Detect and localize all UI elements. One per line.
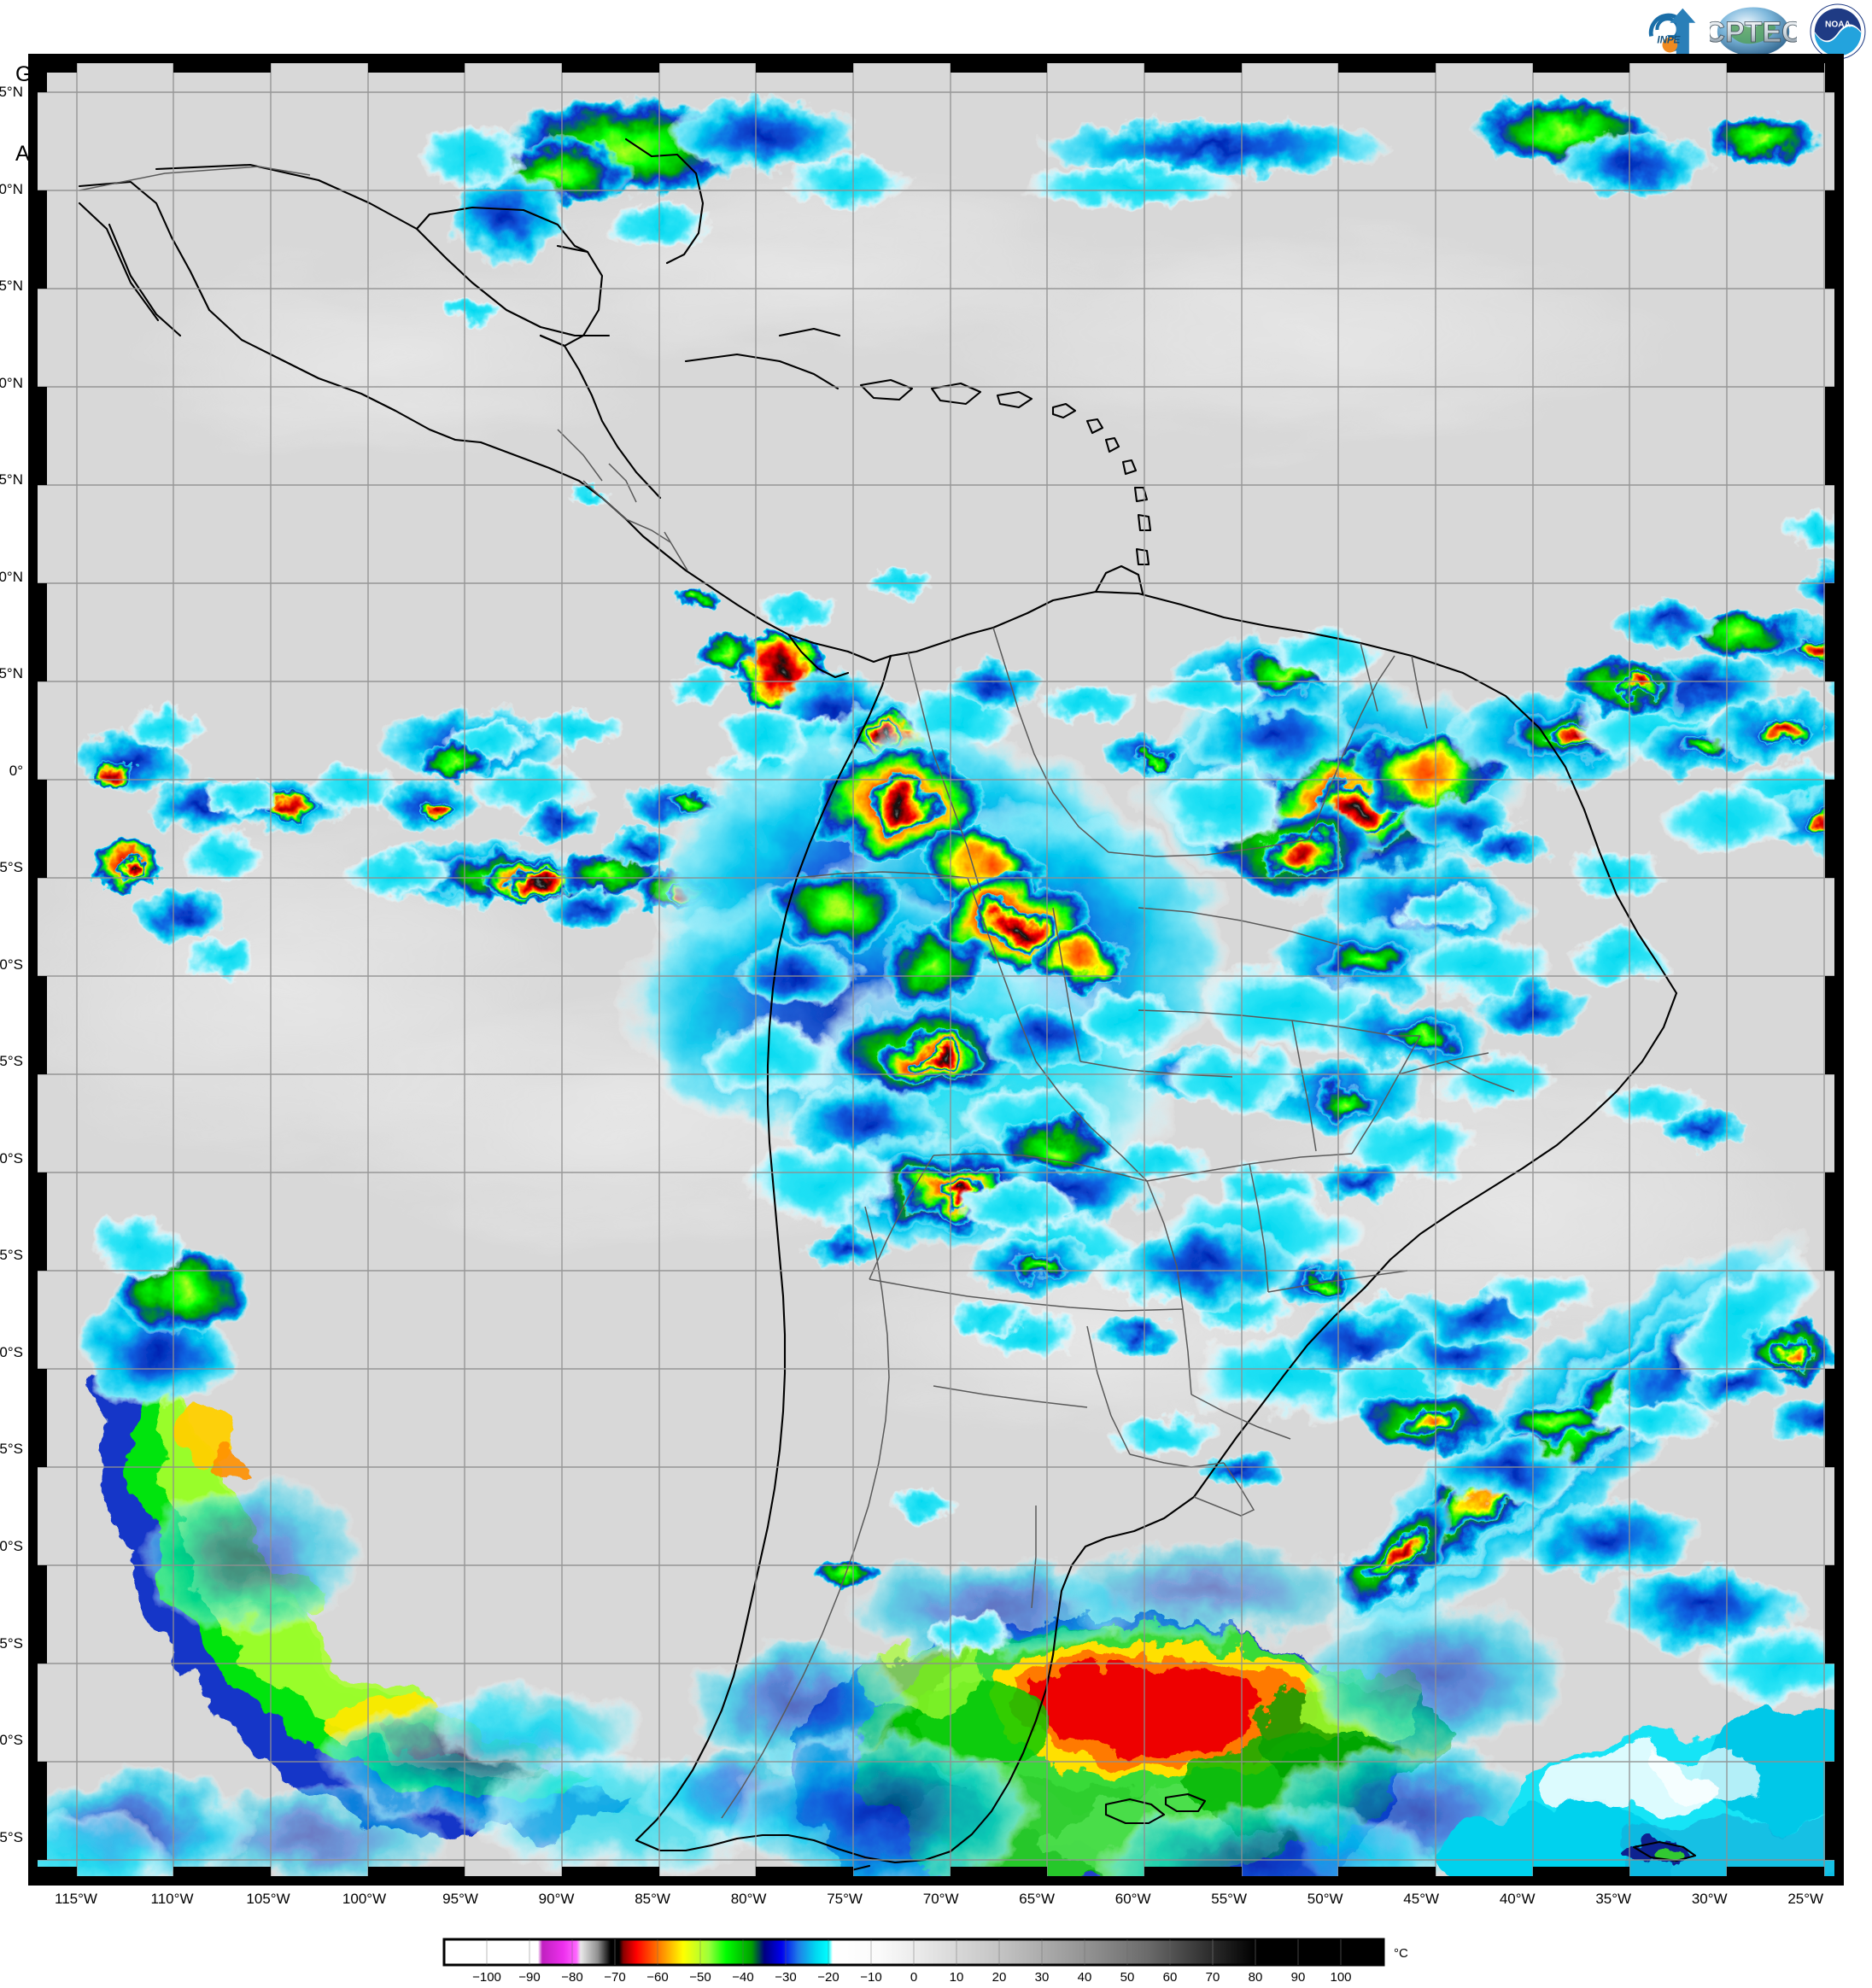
parallels bbox=[38, 91, 1834, 1861]
colorbar-tick-label: 40 bbox=[1078, 1970, 1092, 1985]
x-axis-tick-label: 50°W bbox=[1307, 1891, 1343, 1907]
country-borders bbox=[79, 166, 1515, 1819]
sw-atlantic-frontal-band bbox=[1325, 1231, 1834, 1707]
temperature-colorbar[interactable]: −100 −90 −80 −70 −60 −50 −40 −30 −20 −10 0 10 20 30 40… bbox=[0, 1937, 1872, 1988]
colorbar-unit-label: °C bbox=[1394, 1946, 1408, 1961]
colorbar-tick-label: −20 bbox=[817, 1970, 839, 1985]
x-axis-tick-label: 55°W bbox=[1211, 1891, 1248, 1907]
y-axis-tick-label: 0° bbox=[9, 762, 23, 779]
colorbar-tick-label: 10 bbox=[950, 1970, 964, 1985]
colorbar-tick-label: −70 bbox=[604, 1970, 625, 1985]
y-axis-tick-label: 5°N bbox=[0, 665, 23, 682]
y-axis-tick-label: 15°S bbox=[0, 1053, 23, 1070]
svg-text:INPE: INPE bbox=[1657, 36, 1680, 46]
southeast-brazil-front bbox=[1113, 1193, 1523, 1420]
svg-text:CPTEC: CPTEC bbox=[1710, 16, 1797, 49]
x-axis-tick-label: 115°W bbox=[55, 1891, 97, 1907]
colorbar-tick-label: 70 bbox=[1206, 1970, 1220, 1985]
colorbar-tick-label: 0 bbox=[910, 1970, 917, 1985]
scattered-cells bbox=[447, 296, 1668, 1652]
colorbar-tick-label: −10 bbox=[860, 1970, 881, 1985]
x-axis-tick-label: 35°W bbox=[1595, 1891, 1632, 1907]
x-axis-tick-label: 110°W bbox=[150, 1891, 194, 1907]
colorbar-tick-label: −60 bbox=[646, 1970, 668, 1985]
y-axis-tick-label: 55°S bbox=[0, 1828, 23, 1845]
colorbar-tick-label: −40 bbox=[732, 1970, 753, 1985]
satellite-map-canvas bbox=[28, 54, 1844, 1886]
frame-tick-band-vertical bbox=[38, 63, 1834, 1860]
x-axis-tick-label: 75°W bbox=[827, 1891, 863, 1907]
x-axis-tick-label: 65°W bbox=[1019, 1891, 1056, 1907]
y-axis-tick-label: 5°S bbox=[0, 859, 23, 876]
x-axis-tick-label: 105°W bbox=[246, 1891, 290, 1907]
colorbar-tick-label: −90 bbox=[518, 1970, 540, 1985]
y-axis-tick-label: 10°N bbox=[0, 568, 23, 585]
satellite-map[interactable]: 115°W 110°W 105°W 100°W 95°W 90°W 85°W 80°W 75°W… bbox=[0, 54, 1844, 1907]
svg-text:NOAA: NOAA bbox=[1825, 20, 1852, 30]
y-axis-tick-label: 40°S bbox=[0, 1538, 23, 1554]
y-axis-tick-label: 35°S bbox=[0, 1441, 23, 1458]
y-axis-tick-label: 35°N bbox=[0, 84, 23, 101]
y-axis-tick-label: 10°S bbox=[0, 956, 23, 973]
geography-overlay bbox=[78, 137, 1697, 1874]
x-axis-tick-label: 30°W bbox=[1691, 1891, 1728, 1907]
colorbar-tick-label: 80 bbox=[1249, 1970, 1263, 1985]
x-axis-tick-label: 70°W bbox=[922, 1891, 959, 1907]
meridians bbox=[76, 63, 1825, 1876]
colorbar-tick-label: 50 bbox=[1120, 1970, 1135, 1985]
x-axis-tick-label: 80°W bbox=[730, 1891, 767, 1907]
noaa-logo-icon: NOAA bbox=[1810, 3, 1866, 60]
x-axis-tick-label: 85°W bbox=[635, 1891, 670, 1907]
y-axis-tick-label: 25°N bbox=[0, 278, 23, 295]
south-atlantic-cold-sheet bbox=[1437, 1719, 1834, 1876]
atlantic-itcz-band bbox=[1138, 513, 1834, 1178]
frame-tick-band-horizontal bbox=[38, 63, 1824, 1876]
colorbar-tick-label: −80 bbox=[561, 1970, 582, 1985]
y-axis-tick-label: 30°S bbox=[0, 1343, 23, 1360]
logo-bar: INPE CPTEC bbox=[1640, 2, 1867, 61]
x-axis-tick-label: 60°W bbox=[1114, 1891, 1151, 1907]
x-axis-tick-label: 40°W bbox=[1499, 1891, 1536, 1907]
lat-lon-gridlines bbox=[38, 63, 1834, 1876]
y-axis-tick-label: 30°N bbox=[0, 180, 23, 197]
x-axis-tick-label: 25°W bbox=[1787, 1891, 1824, 1907]
map-frame-border bbox=[28, 54, 1844, 1886]
x-axis-tick-label: 45°W bbox=[1403, 1891, 1440, 1907]
y-axis-tick-label: 50°S bbox=[0, 1732, 23, 1749]
y-axis-tick-label: 20°N bbox=[0, 374, 23, 391]
y-axis-tick-label: 20°S bbox=[0, 1149, 23, 1166]
x-axis-tick-label: 90°W bbox=[538, 1891, 575, 1907]
colorbar-tick-label: 90 bbox=[1291, 1970, 1306, 1985]
x-axis-tick-label: 95°W bbox=[442, 1891, 478, 1907]
colorbar-tick-label: 60 bbox=[1163, 1970, 1178, 1985]
y-axis-tick-label: 45°S bbox=[0, 1634, 23, 1652]
y-axis-tick-label: 15°N bbox=[0, 471, 23, 488]
satellite-imagery-layer bbox=[38, 63, 1834, 1876]
y-axis-tick-label: 25°S bbox=[0, 1247, 23, 1264]
inpe-logo-icon: INPE bbox=[1648, 8, 1696, 56]
colorbar-tick-label: −30 bbox=[775, 1970, 796, 1985]
colorbar-canvas: −100 −90 −80 −70 −60 −50 −40 −30 −20 −10 0 10 20 30 40… bbox=[442, 1938, 1408, 1985]
colorbar-tick-label: −100 bbox=[472, 1970, 501, 1985]
cptec-logo-icon: CPTEC bbox=[1710, 7, 1797, 56]
colorbar-tick-label: −50 bbox=[689, 1970, 711, 1985]
colorbar-tick-label: 30 bbox=[1035, 1970, 1050, 1985]
colorbar-tick-label: 100 bbox=[1330, 1970, 1351, 1985]
colorbar-ticks: −100 −90 −80 −70 −60 −50 −40 −30 −20 −10 0 10 20 30 40… bbox=[472, 1939, 1352, 1985]
x-axis-tick-label: 100°W bbox=[342, 1891, 387, 1907]
colorbar-tick-label: 20 bbox=[992, 1970, 1007, 1985]
